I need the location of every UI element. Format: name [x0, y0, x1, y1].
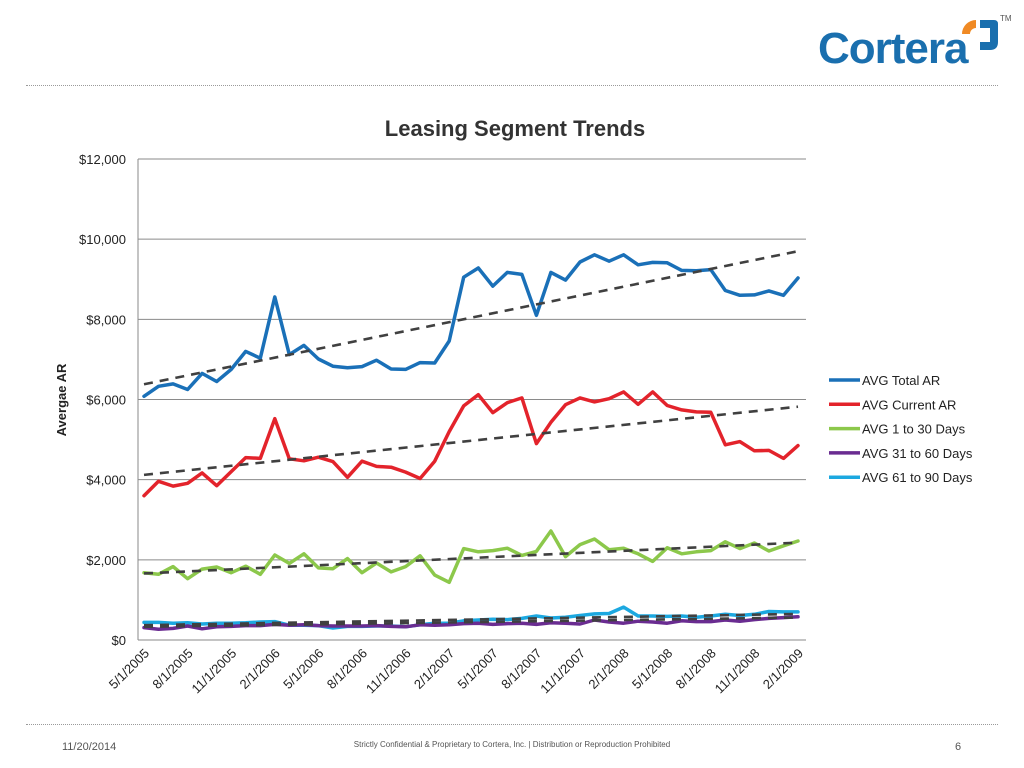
x-tick-label: 2/1/2007: [411, 646, 457, 692]
y-tick-label: $8,000: [86, 312, 126, 327]
series-line: [142, 529, 800, 585]
trend-line: [143, 405, 799, 477]
y-tick-label: $4,000: [86, 473, 126, 488]
x-tick-label: 11/1/2005: [188, 646, 239, 697]
y-axis-label: Avergae AR: [54, 363, 69, 436]
chart-title: Leasing Segment Trends: [385, 116, 645, 141]
y-tick-label: $10,000: [79, 232, 126, 247]
y-tick-label: $0: [112, 633, 126, 648]
footer-date: 11/20/2014: [62, 741, 117, 753]
x-tick-label: 5/1/2006: [280, 646, 326, 692]
x-tick-label: 5/1/2005: [106, 646, 152, 692]
trademark-mark: TM: [1000, 14, 1012, 23]
x-tick-label: 2/1/2009: [760, 646, 806, 692]
trend-line: [143, 616, 799, 629]
trend-line: [143, 612, 799, 627]
footer-divider: [26, 724, 998, 725]
logo-mark-icon: [962, 20, 998, 50]
x-tick-label: 5/1/2008: [629, 646, 675, 692]
legend-label: AVG 1 to 30 Days: [862, 422, 966, 437]
trend-line: [143, 541, 799, 575]
series-line: [142, 390, 800, 498]
x-tick-label: 2/1/2006: [237, 646, 283, 692]
legend-label: AVG 31 to 60 Days: [862, 446, 973, 461]
leasing-trends-chart: Leasing Segment Trends $0 $2,000 $4,000 $6,0…: [54, 116, 973, 697]
legend-label: AVG 61 to 90 Days: [862, 470, 973, 485]
cortera-logo: Cortera TM: [818, 14, 1012, 76]
x-tick-label: 5/1/2007: [455, 646, 501, 692]
page-number: 6: [955, 741, 962, 753]
series-line: [142, 253, 800, 399]
x-tick-label: 11/1/2006: [363, 646, 414, 697]
header-divider: [26, 85, 998, 86]
y-tick-label: $6,000: [86, 393, 126, 408]
legend-label: AVG Total AR: [862, 373, 940, 388]
confidentiality-notice: Strictly Confidential & Proprietary to C…: [353, 740, 671, 749]
x-tick-label: 11/1/2007: [537, 646, 588, 697]
logo-wordmark: Cortera: [818, 24, 968, 73]
legend-label: AVG Current AR: [862, 397, 956, 412]
x-tick-label: 2/1/2008: [585, 646, 631, 692]
y-tick-label: $12,000: [79, 152, 126, 167]
x-tick-label: 11/1/2008: [712, 646, 763, 697]
y-tick-label: $2,000: [86, 553, 126, 568]
